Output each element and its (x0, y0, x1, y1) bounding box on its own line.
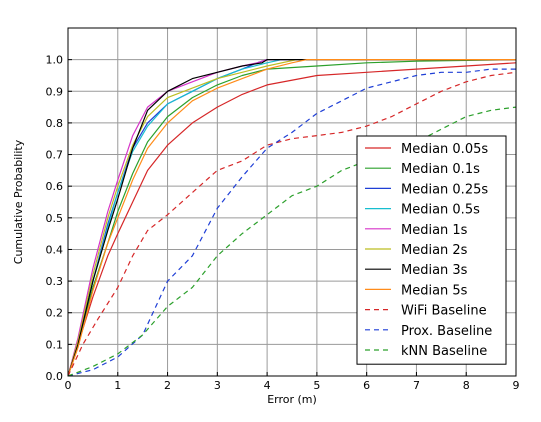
legend-entry: Median 0.25s (401, 182, 488, 197)
legend-entry: Median 0.5s (401, 203, 480, 218)
x-tick-label: 2 (164, 379, 171, 392)
series-line (68, 62, 516, 376)
y-tick-label: 0.5 (46, 212, 64, 225)
legend-entry: WiFi Baseline (401, 304, 487, 319)
x-tick-label: 4 (264, 379, 271, 392)
x-axis-label: Error (m) (267, 393, 317, 406)
series-line (68, 58, 516, 376)
legend: Median 0.05s Median 0.1s Median 0.25s Media… (356, 135, 507, 365)
series-lines (68, 58, 516, 376)
y-tick-label: 0.7 (46, 149, 64, 162)
x-tick-label: 6 (363, 379, 370, 392)
legend-entry: Median 3s (401, 263, 468, 278)
y-tick-label: 0.1 (46, 338, 64, 351)
y-tick-label: 0.0 (46, 370, 64, 383)
series-line (68, 58, 516, 376)
y-axis-label: Cumulative Probability (12, 139, 25, 264)
x-tick-label: 1 (114, 379, 121, 392)
y-tick-label: 0.8 (46, 117, 64, 130)
x-tick-label: 9 (513, 379, 520, 392)
y-tick-label: 0.3 (46, 275, 64, 288)
series-line (68, 68, 516, 376)
y-tick-label: 0.6 (46, 180, 64, 193)
legend-entry: Median 0.05s (401, 142, 488, 157)
y-tick-label: 0.9 (46, 85, 64, 98)
y-tick-label: 0.2 (46, 307, 64, 320)
x-tick-label: 7 (413, 379, 420, 392)
x-tick-label: 3 (214, 379, 221, 392)
legend-entry: Median 5s (401, 283, 468, 298)
series-line (68, 58, 516, 376)
legend-entry: Median 2s (401, 243, 468, 258)
legend-box (356, 135, 507, 365)
legend-entry: kNN Baseline (401, 344, 487, 359)
series-line (68, 71, 516, 376)
series-line (68, 106, 516, 376)
x-tick-label: 0 (65, 379, 72, 392)
series-line (68, 58, 516, 376)
axis-ticks: 0 1 2 3 4 5 6 7 8 9 0.0 0.1 0.2 0.3 0.4 0.5 0.6 0.7 0.8 0.9… (46, 54, 520, 392)
plot-frame (67, 27, 517, 377)
x-tick-label: 5 (313, 379, 320, 392)
y-tick-label: 1.0 (46, 54, 64, 67)
y-tick-label: 0.4 (46, 243, 64, 256)
legend-entry: Median 1s (401, 223, 468, 238)
legend-entry: Prox. Baseline (401, 324, 492, 339)
x-tick-label: 8 (463, 379, 470, 392)
legend-entry: Median 0.1s (401, 162, 480, 177)
